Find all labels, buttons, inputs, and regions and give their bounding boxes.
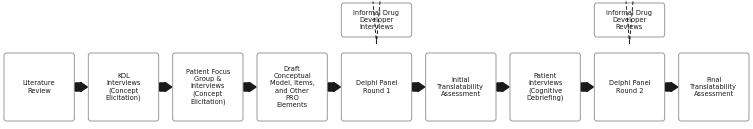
Text: Literature
Review: Literature Review bbox=[23, 80, 56, 94]
FancyBboxPatch shape bbox=[425, 53, 496, 121]
FancyBboxPatch shape bbox=[594, 3, 665, 37]
Polygon shape bbox=[75, 83, 87, 91]
FancyBboxPatch shape bbox=[172, 53, 243, 121]
FancyBboxPatch shape bbox=[594, 53, 665, 121]
FancyBboxPatch shape bbox=[678, 53, 749, 121]
Text: Patient Focus
Group &
Interviews
(Concept
Elicitation): Patient Focus Group & Interviews (Concep… bbox=[186, 69, 230, 105]
FancyBboxPatch shape bbox=[341, 53, 412, 121]
Text: Draft
Conceptual
Model, Items,
and Other
PRO
Elements: Draft Conceptual Model, Items, and Other… bbox=[270, 66, 315, 108]
Text: Informal Drug
Developer
Interviews: Informal Drug Developer Interviews bbox=[353, 10, 400, 30]
Polygon shape bbox=[160, 83, 172, 91]
FancyBboxPatch shape bbox=[257, 53, 328, 121]
Polygon shape bbox=[581, 83, 593, 91]
Text: Initial
Translatability
Assessment: Initial Translatability Assessment bbox=[437, 77, 484, 97]
Text: Delphi Panel
Round 2: Delphi Panel Round 2 bbox=[608, 80, 651, 94]
FancyBboxPatch shape bbox=[4, 53, 75, 121]
Text: Final
Translatability
Assessment: Final Translatability Assessment bbox=[691, 77, 737, 97]
Text: Delphi Panel
Round 1: Delphi Panel Round 1 bbox=[355, 80, 398, 94]
FancyBboxPatch shape bbox=[88, 53, 159, 121]
Polygon shape bbox=[413, 83, 425, 91]
Polygon shape bbox=[666, 83, 678, 91]
Text: KOL
Interviews
(Concept
Elicitation): KOL Interviews (Concept Elicitation) bbox=[105, 73, 142, 101]
FancyBboxPatch shape bbox=[510, 53, 581, 121]
Text: Patient
Interviews
(Cognitive
Debriefing): Patient Interviews (Cognitive Debriefing… bbox=[526, 73, 564, 101]
Text: Informal Drug
Developer
Reviews: Informal Drug Developer Reviews bbox=[606, 10, 653, 30]
Polygon shape bbox=[244, 83, 256, 91]
Polygon shape bbox=[328, 83, 340, 91]
FancyBboxPatch shape bbox=[341, 3, 412, 37]
Polygon shape bbox=[497, 83, 509, 91]
